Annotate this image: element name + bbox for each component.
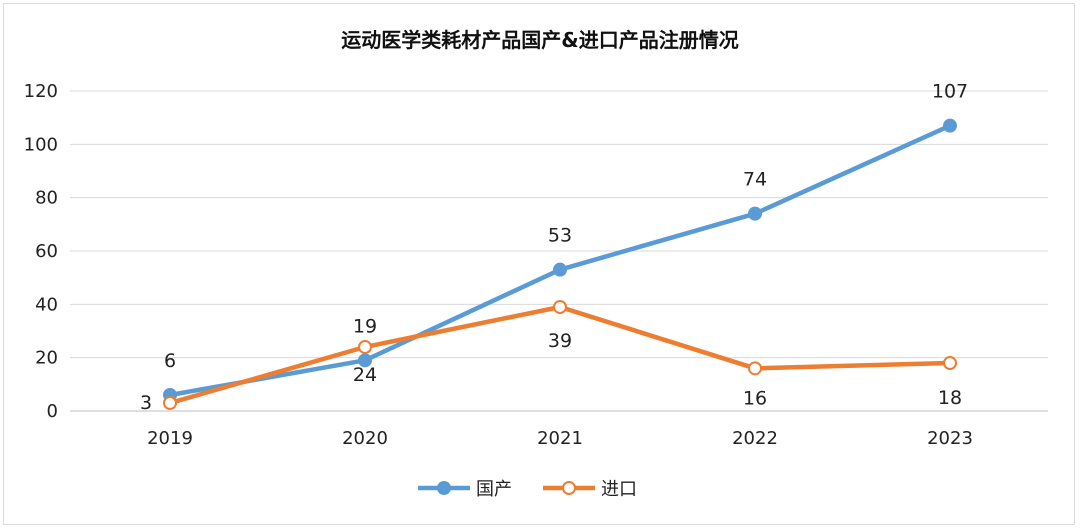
- data-point: [748, 361, 762, 376]
- y-tick-label: 80: [35, 188, 58, 209]
- y-tick-label: 120: [24, 81, 58, 102]
- y-tick-label: 40: [35, 294, 58, 315]
- data-point: [553, 300, 567, 314]
- data-label: 19: [353, 315, 377, 337]
- data-label: 24: [353, 364, 377, 386]
- data-point: [358, 353, 372, 368]
- x-tick-label: 2023: [927, 428, 973, 449]
- data-label: 74: [743, 169, 767, 191]
- data-label: 6: [164, 350, 176, 372]
- data-label: 3: [140, 392, 152, 414]
- y-tick-label: 20: [35, 348, 58, 369]
- data-point: [358, 340, 372, 354]
- data-label: 18: [938, 387, 962, 409]
- data-point: [748, 206, 762, 221]
- data-point: [943, 356, 957, 370]
- legend-label-2: 进口: [601, 479, 637, 500]
- data-label: 16: [743, 387, 767, 409]
- y-tick-label: 60: [35, 241, 58, 262]
- x-tick-label: 2019: [147, 428, 193, 449]
- data-point: [553, 262, 567, 277]
- legend-marker-1: [437, 481, 451, 495]
- data-label: 107: [932, 81, 968, 103]
- y-tick-label: 0: [47, 401, 58, 422]
- series-line-2: [169, 304, 951, 406]
- data-label: 53: [548, 225, 572, 247]
- data-point: [943, 118, 957, 133]
- x-tick-label: 2022: [732, 428, 778, 449]
- chart-title: 运动医学类耗材产品国产&进口产品注册情况: [341, 28, 738, 52]
- y-tick-label: 100: [24, 134, 58, 155]
- legend-marker-2: [562, 481, 576, 495]
- data-point: [163, 396, 177, 410]
- series-line-1: [169, 123, 951, 398]
- chart-frame: [3, 3, 1075, 525]
- legend-label-1: 国产: [476, 479, 512, 500]
- x-tick-label: 2020: [342, 428, 388, 449]
- x-tick-label: 2021: [537, 428, 583, 449]
- data-label: 39: [548, 330, 572, 352]
